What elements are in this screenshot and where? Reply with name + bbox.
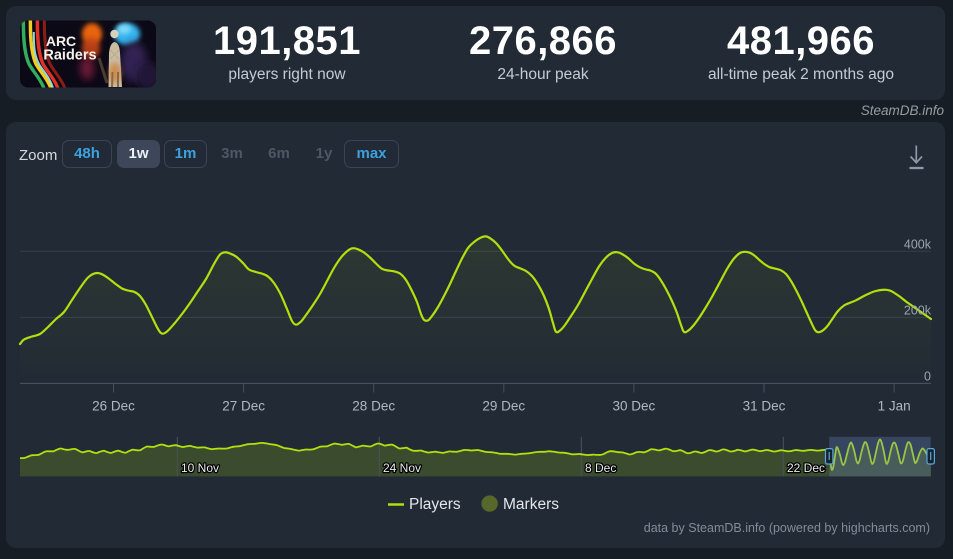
svg-text:8 Dec: 8 Dec [585,461,616,475]
svg-text:27 Dec: 27 Dec [222,398,265,413]
svg-text:ARC: ARC [46,33,76,49]
svg-text:24 Nov: 24 Nov [383,461,421,475]
svg-text:28 Dec: 28 Dec [352,398,395,413]
svg-text:26 Dec: 26 Dec [92,398,135,413]
svg-text:200k: 200k [904,303,932,317]
svg-text:29 Dec: 29 Dec [482,398,525,413]
svg-text:10 Nov: 10 Nov [181,461,219,475]
svg-text:Raiders: Raiders [43,48,96,64]
svg-text:22 Dec: 22 Dec [787,461,825,475]
svg-text:400k: 400k [904,237,932,251]
svg-text:0: 0 [924,369,931,383]
svg-text:1 Jan: 1 Jan [878,398,911,413]
svg-text:31 Dec: 31 Dec [743,398,786,413]
svg-text:30 Dec: 30 Dec [613,398,656,413]
